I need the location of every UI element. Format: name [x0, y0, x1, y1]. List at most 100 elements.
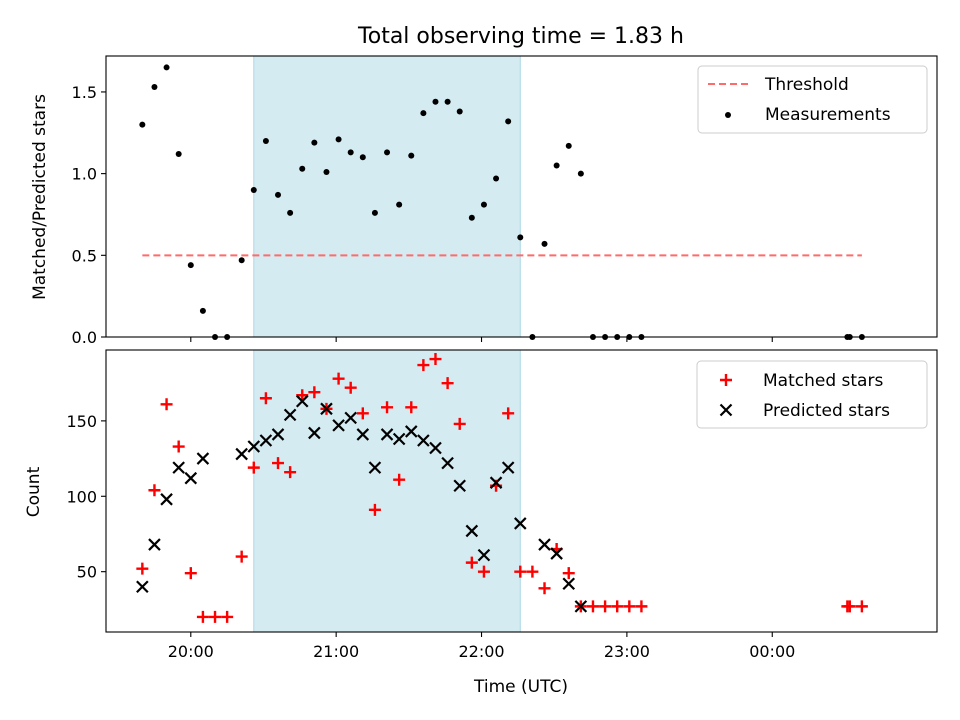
chart-title: Total observing time = 1.83 h [357, 24, 684, 49]
predicted-star-point [514, 517, 527, 530]
measurement-point [456, 108, 463, 115]
predicted-star-point [404, 425, 418, 438]
measurement-point [238, 257, 245, 264]
predicted-star-point [332, 419, 345, 432]
measurement-point [408, 152, 415, 159]
matched-star-point [381, 401, 394, 414]
top-y-axis-label: Matched/Predicted stars [30, 94, 50, 300]
measurement-point [541, 240, 548, 247]
matched-star-point [405, 401, 418, 414]
matched-star-point [599, 600, 612, 613]
matched-star-point [429, 353, 442, 366]
predicted-star-point [501, 461, 515, 474]
measurement-point [335, 136, 342, 143]
matched-star-point [623, 600, 636, 613]
predicted-star-point [356, 428, 370, 441]
predicted-star-point [308, 426, 321, 440]
predicted-star-point [417, 434, 430, 447]
matched-star-point [393, 473, 406, 486]
matched-star-point [538, 582, 551, 595]
matched-star-point [453, 417, 466, 430]
y-tick-label: 50 [77, 563, 97, 582]
predicted-star-point [574, 600, 588, 613]
y-tick-label: 1.5 [72, 83, 97, 102]
matched-star-point [356, 407, 369, 420]
legend: Threshold Measurements [697, 65, 928, 134]
matched-star-point [221, 610, 234, 623]
predicted-star-point [465, 524, 479, 538]
x-axis-label: Time (UTC) [473, 677, 568, 697]
predicted-star-point [429, 441, 442, 455]
predicted-star-point [148, 538, 161, 551]
predicted-star-point [235, 447, 248, 461]
measurement-point [577, 170, 584, 177]
matched-star-point [502, 407, 515, 420]
x-tick-label: 22:00 [458, 642, 504, 661]
predicted-star-point [550, 547, 563, 560]
y-tick-label: 0.0 [72, 328, 97, 347]
measurement-point [432, 98, 439, 105]
predicted-star-point [283, 408, 297, 422]
measurement-point [199, 307, 206, 314]
shaded-span [253, 349, 521, 633]
predicted-star-point [489, 476, 503, 489]
matched-star-point [235, 550, 248, 563]
matched-star-point [136, 562, 149, 575]
matched-star-point [344, 381, 357, 394]
axes-frame [105, 55, 938, 338]
measurement-point [384, 149, 391, 156]
predicted-star-point [380, 428, 394, 441]
predicted-star-point [172, 461, 185, 474]
matched-star-point [635, 600, 648, 613]
predicted-star-point [477, 548, 491, 562]
legend-measurements-label: Measurements [765, 105, 891, 125]
predicted-star-point [271, 428, 285, 441]
predicted-star-point [259, 434, 273, 447]
x-tick-label: 20:00 [168, 642, 214, 661]
measurement-point [250, 186, 257, 193]
matched-star-point [209, 610, 222, 623]
measurement-point [163, 64, 170, 71]
measurement-point [553, 162, 560, 169]
predicted-star-point [295, 394, 309, 408]
matched-star-point [562, 567, 575, 580]
axes-frame [105, 349, 938, 633]
predicted-star-point [160, 493, 173, 506]
matched-star-point [611, 600, 624, 613]
measurement-point [396, 201, 403, 208]
matched-star-point [148, 484, 161, 497]
measurement-point [347, 149, 354, 156]
predicted-star-point [368, 461, 382, 474]
legend-matched-swatch [720, 374, 732, 386]
matched-star-point [441, 377, 454, 390]
legend-matched-label: Matched stars [763, 371, 883, 391]
matched-star-point [196, 610, 209, 623]
predicted-star-point [184, 471, 198, 485]
matched-star-point [586, 600, 599, 613]
x-tick-label: 00:00 [749, 642, 795, 661]
bottom-panel: 50 100 150 20:00 21:00 22:00 23:00 00:00 Matched… [66, 349, 938, 661]
matched-star-point [172, 440, 185, 453]
measurement-point [444, 98, 451, 105]
matched-star-point [247, 461, 260, 474]
measurement-point [287, 209, 294, 216]
predicted-star-point [562, 577, 576, 591]
measurement-point [299, 165, 306, 172]
matched-star-point [259, 392, 272, 405]
matched-star-point [160, 398, 173, 411]
measurement-point [493, 175, 500, 182]
measurement-point [187, 262, 194, 269]
measurement-point [175, 151, 182, 158]
matched-star-point [477, 565, 490, 578]
measurement-point [262, 137, 269, 144]
matched-star-point [272, 457, 285, 470]
x-tick-label: 21:00 [313, 642, 359, 661]
measurement-point [517, 234, 524, 241]
measurement-point [468, 214, 475, 221]
measurement-point [139, 121, 146, 128]
measurement-point [420, 110, 427, 117]
predicted-star-point [453, 479, 466, 492]
measurement-point [480, 201, 487, 208]
measurement-point [359, 154, 366, 161]
